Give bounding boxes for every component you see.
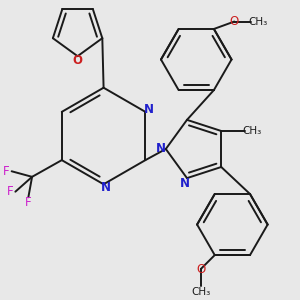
Text: O: O <box>196 262 206 275</box>
Text: CH₃: CH₃ <box>248 16 267 26</box>
Text: N: N <box>156 142 166 155</box>
Text: F: F <box>7 185 13 198</box>
Text: O: O <box>73 54 82 67</box>
Text: F: F <box>25 196 32 209</box>
Text: N: N <box>180 177 190 190</box>
Text: CH₃: CH₃ <box>242 126 262 136</box>
Text: O: O <box>230 15 239 28</box>
Text: CH₃: CH₃ <box>191 287 210 297</box>
Text: N: N <box>100 181 110 194</box>
Text: N: N <box>144 103 154 116</box>
Text: F: F <box>3 165 9 178</box>
